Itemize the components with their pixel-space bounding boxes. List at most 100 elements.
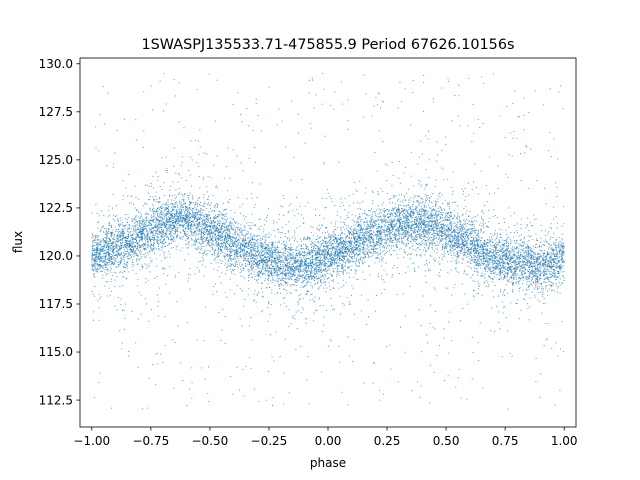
data-point: [466, 251, 468, 253]
data-point: [334, 251, 336, 253]
data-point: [326, 244, 328, 246]
data-point: [483, 248, 485, 250]
data-point: [224, 262, 226, 264]
data-point: [332, 259, 334, 261]
data-point: [215, 186, 217, 188]
data-point: [281, 275, 283, 277]
data-point: [342, 226, 344, 228]
data-point: [299, 298, 301, 300]
data-point: [501, 254, 503, 256]
data-point: [527, 235, 529, 237]
data-point: [418, 242, 420, 244]
data-point: [215, 238, 217, 240]
data-point: [467, 265, 469, 267]
data-point: [93, 255, 95, 257]
data-point: [510, 252, 512, 254]
data-point: [167, 211, 169, 213]
data-point: [197, 224, 199, 226]
data-point: [370, 219, 372, 221]
data-point: [238, 246, 240, 248]
data-point: [161, 241, 163, 243]
data-point: [512, 257, 514, 259]
data-point: [526, 263, 528, 265]
data-point: [510, 266, 512, 268]
data-point: [191, 214, 193, 216]
data-point: [210, 246, 212, 248]
data-point: [523, 129, 525, 131]
data-point: [461, 244, 463, 246]
data-point: [169, 224, 171, 226]
data-point: [391, 226, 393, 228]
data-point: [526, 146, 528, 148]
data-point: [118, 235, 120, 237]
data-point: [457, 214, 459, 216]
data-point: [531, 263, 533, 265]
data-point: [479, 267, 481, 269]
data-point: [201, 241, 203, 243]
data-point: [513, 278, 515, 280]
data-point: [231, 227, 233, 229]
data-point: [261, 238, 263, 240]
data-point: [341, 232, 343, 234]
data-point: [362, 228, 364, 230]
data-point: [161, 216, 163, 218]
data-point: [98, 235, 100, 237]
data-point: [417, 228, 419, 230]
data-point: [217, 262, 219, 264]
data-point: [99, 249, 101, 251]
data-point: [181, 220, 183, 222]
data-point: [306, 282, 308, 284]
data-point: [240, 247, 242, 249]
data-point: [381, 222, 383, 224]
data-point: [183, 200, 185, 202]
data-point: [521, 272, 523, 274]
data-point: [416, 219, 418, 221]
data-point: [298, 272, 300, 274]
data-point: [546, 276, 548, 278]
data-point: [400, 200, 402, 202]
data-point: [109, 263, 111, 265]
data-point: [324, 263, 326, 265]
data-point: [106, 230, 108, 232]
data-point: [361, 262, 363, 264]
data-point: [407, 211, 409, 213]
data-point: [276, 251, 278, 253]
data-point: [194, 242, 196, 244]
data-point: [220, 234, 222, 236]
data-point: [440, 217, 442, 219]
data-point: [334, 255, 336, 257]
data-point: [424, 241, 426, 243]
data-point: [233, 266, 235, 268]
data-point: [471, 239, 473, 241]
data-point: [486, 262, 488, 264]
data-point: [459, 245, 461, 247]
data-point: [294, 318, 296, 320]
data-point: [505, 266, 507, 268]
data-point: [377, 92, 379, 94]
data-point: [553, 243, 555, 245]
data-point: [530, 259, 532, 261]
data-point: [160, 227, 162, 229]
data-point: [324, 278, 326, 280]
data-point: [308, 258, 310, 260]
data-point: [482, 227, 484, 228]
data-point: [494, 244, 496, 246]
data-point: [499, 257, 501, 259]
data-point: [237, 197, 239, 198]
data-point: [141, 219, 143, 221]
data-point: [443, 227, 445, 229]
data-point: [176, 235, 178, 237]
data-point: [392, 220, 394, 222]
data-point: [149, 220, 151, 222]
data-point: [141, 256, 143, 258]
data-point: [207, 176, 209, 178]
data-point: [536, 273, 538, 275]
data-point: [428, 197, 430, 199]
data-point: [425, 244, 427, 246]
data-point: [441, 227, 443, 229]
data-point: [416, 207, 418, 209]
data-point: [241, 325, 243, 327]
data-point: [267, 248, 269, 250]
data-point: [97, 252, 99, 254]
data-point: [250, 261, 252, 263]
